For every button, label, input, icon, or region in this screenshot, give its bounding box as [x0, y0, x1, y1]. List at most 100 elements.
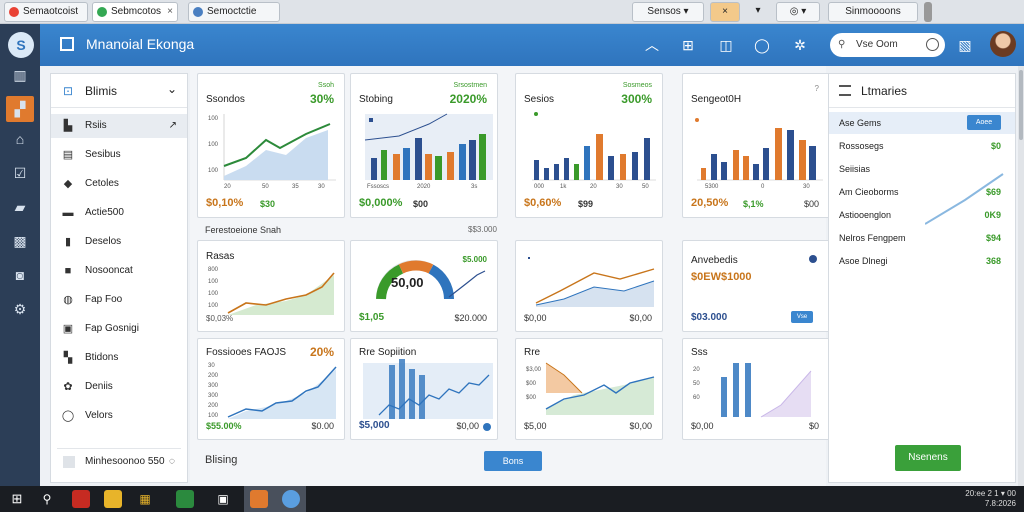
kpi-card[interactable]: Sosmeos Sesios 300% 000 1k 20 30 50 $0,6… [515, 73, 663, 218]
summary-row[interactable]: Nelros Fengpem $94 [829, 227, 1015, 249]
kpi-card[interactable]: Anvebedis $0EW$1000 $03.000 Vse [682, 240, 830, 332]
sidebar-item[interactable]: ■ Nosooncat [51, 259, 187, 283]
sidebar-item-icon: ■ [64, 265, 72, 277]
grid-icon[interactable]: ⊞ [682, 37, 694, 53]
kpi-card[interactable]: Rasas 800 100 100 100 $0,03% [197, 240, 345, 332]
summary-row[interactable]: Seiisias [829, 158, 1015, 180]
search-icon[interactable]: ⚲ [42, 492, 52, 506]
summary-row[interactable]: Rossosegs $0 [829, 135, 1015, 157]
avatar[interactable] [990, 31, 1016, 57]
chart-active-icon[interactable]: ▞ [6, 96, 34, 122]
info-icon[interactable] [483, 423, 491, 431]
kpi-card[interactable]: Sengeot0H ? 5300 0 30 20,50% $,1% $00 [682, 73, 830, 218]
windows-start-icon[interactable]: ⊞ [11, 491, 23, 506]
summary-row-chip[interactable]: Aoee [967, 115, 1001, 130]
system-tray[interactable]: 20:ee 2 1 ▾ 00 7.8:2026 [965, 489, 1016, 509]
kpi-card[interactable]: Rre Sopiition $5,000 $0,00 [350, 338, 498, 440]
logo-icon[interactable]: S [8, 32, 34, 58]
folder-icon[interactable] [104, 490, 122, 508]
browser-icon[interactable] [282, 490, 300, 508]
record-icon[interactable]: ◙ [15, 267, 25, 283]
card-percent: 2020% [449, 92, 487, 106]
clear-search-icon[interactable] [926, 38, 939, 51]
window-menu[interactable]: Sinmoooons [828, 2, 918, 22]
line-card[interactable]: $0,00 $0,00 [515, 240, 663, 332]
summary-row-label: Seiisias [839, 164, 871, 174]
alert-select[interactable]: × [710, 2, 740, 22]
scrollbar[interactable] [1018, 66, 1024, 486]
browser-tab[interactable]: Sebmcotos × [92, 2, 178, 22]
chevron-down-icon[interactable]: ⌄ [166, 82, 177, 96]
gauge-card[interactable]: 50,00 $5.000 $1,05 $20.000 [350, 240, 498, 332]
info-icon[interactable] [809, 255, 817, 263]
sidebar-footer[interactable]: Minhesoonoo 550 ◌ [57, 448, 181, 474]
profile-select[interactable]: Sensos ▾ [632, 2, 704, 22]
book-icon[interactable]: ▥ [13, 67, 27, 83]
settings-icon[interactable]: ⚙ [13, 301, 27, 317]
share-icon[interactable]: ✲ [794, 37, 806, 53]
dashboard-app-icon[interactable] [250, 490, 268, 508]
summary-row[interactable]: Astiooenglon 0K9 [829, 204, 1015, 226]
store-icon[interactable]: ▦ [139, 492, 151, 506]
summary-row[interactable]: Am Cieoborms $69 [829, 181, 1015, 203]
chevron-up-icon[interactable]: ︿ [645, 37, 659, 53]
sidebar-item-label: Sesibus [85, 149, 121, 160]
sidebar-item[interactable]: ◯ Velors [51, 404, 187, 428]
axis-tick: $3,00 [526, 367, 542, 373]
document-icon[interactable]: ▩ [13, 233, 27, 249]
card-footer-value: $0,10% [206, 197, 244, 209]
alert-dropdown[interactable]: ▾ [744, 2, 772, 22]
kpi-card[interactable]: Fossiooes FAOJS 20% 30 200 300 300 200 1… [197, 338, 345, 440]
sidebar-item[interactable]: ▚ Btidons [51, 346, 187, 370]
close-icon[interactable]: × [167, 6, 173, 17]
card-title: Sss [691, 347, 708, 358]
home-icon[interactable]: ⌂ [15, 131, 25, 147]
tray-date: 7.8:2026 [984, 499, 1016, 508]
browser-tab[interactable]: Semoctctie [188, 2, 280, 22]
sidebar-item[interactable]: ▙ Rsiis ↗ [51, 114, 187, 138]
view-button[interactable]: Vse [791, 311, 813, 323]
bar-chart: Fssoscs 2020 3s [364, 113, 493, 190]
card-footer-value: 20,50% [691, 197, 729, 209]
sidebar-header[interactable]: ⊡ Blimis ⌄ [51, 74, 187, 108]
help-icon[interactable]: ? [814, 84, 819, 93]
sidebar-item[interactable]: ◆ Cetoles [51, 172, 187, 196]
sidebar-item[interactable]: ▣ Fap Gosnigi [51, 317, 187, 341]
kpi-card[interactable]: Rre $3,00 $00 $00 $5,00 $0,00 [515, 338, 663, 440]
app-icon[interactable] [72, 490, 90, 508]
search-input[interactable]: ⚲ Vse Oom [830, 33, 945, 57]
footer-button[interactable]: Bons [484, 451, 542, 471]
chart-icon[interactable]: ◫ [719, 37, 733, 53]
kpi-card[interactable]: Sss 20 50 60 $0,00 $0 [682, 338, 830, 440]
card-title: Sesios [524, 94, 555, 105]
document-icon[interactable]: ▧ [958, 37, 972, 53]
browser-tab[interactable]: Semaotcoist [4, 2, 88, 22]
sidebar-item[interactable]: ▤ Sesibus [51, 143, 187, 167]
folder-icon[interactable]: ▰ [14, 199, 26, 215]
sidebar-item-icon: ▬ [62, 207, 74, 219]
sidebar-item[interactable]: ▮ Deselos [51, 230, 187, 254]
card-tag: Sosmeos [622, 82, 652, 89]
browser-tab-bar: Semaotcoist Sebmcotos × Semoctctie Senso… [0, 0, 1024, 24]
apply-button[interactable]: Nsenens [895, 445, 961, 471]
axis-tick: 800 [208, 267, 219, 273]
window-minimize-button[interactable] [924, 2, 932, 22]
sidebar-item[interactable]: ◍ Fap Foo [51, 288, 187, 312]
card-footer-value: $55.00% [206, 421, 242, 431]
chevron-down-icon: ▾ [801, 6, 807, 17]
sidebar-item[interactable]: ▬ Actie500 [51, 201, 187, 225]
kpi-card[interactable]: Ssoh Ssondos 30% 100 100 100 20 50 35 30… [197, 73, 345, 218]
summary-row[interactable]: Ase Gems Aoee [829, 112, 1015, 134]
chat-icon[interactable]: ◯ [754, 37, 770, 53]
summary-row-value: $69 [985, 187, 1001, 197]
summary-row-label: Astiooenglon [839, 210, 892, 220]
menu-icon[interactable] [839, 85, 851, 96]
check-icon[interactable]: ☑ [13, 165, 27, 181]
extension-button[interactable]: ◎ ▾ [776, 2, 820, 22]
sidebar-item[interactable]: ✿ Deniis [51, 375, 187, 399]
kpi-card[interactable]: Srsostmen Stobing 2020% Fssoscs 2020 3s … [350, 73, 498, 218]
summary-row[interactable]: Asoe Dlnegi 368 [829, 250, 1015, 272]
media-icon[interactable]: ▣ [217, 492, 229, 506]
scrollbar-thumb[interactable] [1019, 70, 1023, 140]
spreadsheet-icon[interactable] [176, 490, 194, 508]
